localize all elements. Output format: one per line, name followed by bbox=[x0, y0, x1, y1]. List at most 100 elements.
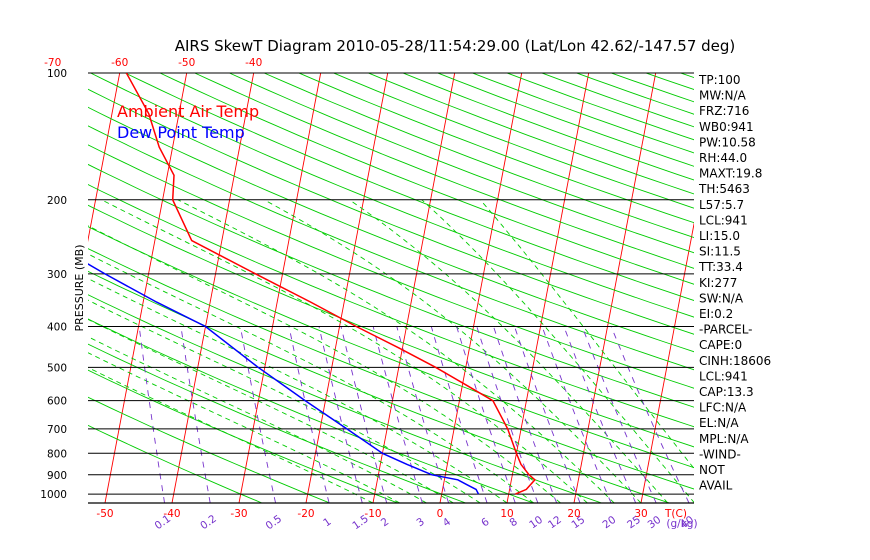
mixing-ratio-line bbox=[563, 326, 637, 503]
index-label: MPL:N/A bbox=[699, 432, 749, 446]
dry-adiabat-line bbox=[471, 73, 694, 154]
index-label: TP:100 bbox=[698, 73, 741, 87]
dry-adiabat-line bbox=[89, 73, 694, 318]
index-label: -PARCEL- bbox=[699, 323, 753, 337]
top-temp-tick-label: -70 bbox=[44, 57, 61, 69]
dry-adiabat-line bbox=[159, 73, 694, 285]
dry-adiabat-line bbox=[88, 226, 694, 469]
mixing-ratio-line bbox=[318, 326, 363, 503]
dry-adiabat-line bbox=[436, 73, 694, 167]
index-label: EL:N/A bbox=[699, 416, 739, 430]
mixing-ratio-line bbox=[581, 326, 657, 503]
pressure-tick-label: 600 bbox=[47, 396, 67, 408]
mixing-ratio-line bbox=[239, 326, 277, 503]
chart-title: AIRS SkewT Diagram 2010-05-28/11:54:29.0… bbox=[175, 37, 736, 55]
mixing-ratio-unit-label: (g/kg) bbox=[666, 518, 697, 530]
dry-adiabat-line bbox=[124, 73, 694, 301]
pressure-tick-label: 200 bbox=[47, 195, 67, 207]
bottom-temp-tick-label: -20 bbox=[297, 508, 314, 520]
dry-adiabat-line bbox=[88, 106, 694, 353]
dry-adiabat-line bbox=[88, 125, 694, 371]
pressure-tick-label: 300 bbox=[47, 269, 67, 281]
index-label: CAPE:0 bbox=[699, 338, 742, 352]
dry-adiabat-line bbox=[88, 204, 694, 448]
isotherm-line bbox=[775, 73, 857, 503]
index-label: LI:15.0 bbox=[699, 229, 740, 243]
mixing-ratio-line bbox=[541, 326, 612, 503]
moist-adiabat-line bbox=[177, 199, 615, 503]
mixing-ratio-tick-label: 6 bbox=[479, 516, 492, 530]
index-label: MW:N/A bbox=[699, 89, 747, 103]
isotherm-line bbox=[506, 73, 590, 503]
isotherm-line bbox=[88, 73, 121, 243]
dry-adiabat-line bbox=[88, 343, 466, 503]
dry-adiabat-line bbox=[505, 73, 694, 141]
index-label: CAP:13.3 bbox=[699, 385, 754, 399]
mixing-ratio-line bbox=[514, 326, 581, 503]
isotherm-line bbox=[0, 73, 53, 503]
bottom-temp-tick-label: -10 bbox=[364, 508, 381, 520]
moist-adiabat-line bbox=[349, 199, 669, 503]
moist-adiabat-line bbox=[263, 199, 642, 503]
dry-adiabat-line bbox=[228, 73, 694, 254]
isotherm-line bbox=[640, 221, 694, 503]
bottom-temp-tick-label: 10 bbox=[500, 508, 513, 520]
temp-unit-label: T(C) bbox=[664, 508, 687, 520]
mixing-ratio-tick-label: 0.2 bbox=[198, 513, 219, 532]
moist-adiabat-line bbox=[479, 199, 694, 470]
pressure-tick-label: 800 bbox=[47, 448, 67, 460]
dry-adiabat-line bbox=[88, 248, 694, 490]
legend-ambient-air-temp: Ambient Air Temp bbox=[117, 102, 259, 121]
dry-adiabat-line bbox=[401, 73, 694, 181]
dew-point-temp-line bbox=[88, 263, 480, 495]
moist-adiabat-line bbox=[88, 318, 454, 503]
moist-adiabat-line bbox=[101, 199, 588, 503]
isotherm-line bbox=[104, 73, 188, 503]
dry-adiabat-line bbox=[840, 69, 870, 504]
index-label: RH:44.0 bbox=[699, 151, 747, 165]
dry-adiabat-line bbox=[679, 73, 694, 79]
dry-adiabat-line bbox=[332, 73, 694, 209]
index-label: TT:33.4 bbox=[698, 260, 743, 274]
index-label: FRZ:716 bbox=[699, 104, 749, 118]
pressure-tick-label: 100 bbox=[47, 68, 67, 80]
dry-adiabat-line bbox=[88, 184, 694, 428]
mixing-ratio-tick-label: 30 bbox=[646, 514, 664, 532]
mixing-ratio-tick-label: 8 bbox=[507, 516, 519, 530]
legend-dew-point-temp: Dew Point Temp bbox=[117, 123, 245, 142]
dry-adiabat-line bbox=[88, 88, 694, 335]
mixing-ratio-line bbox=[138, 326, 165, 503]
index-label: NOT bbox=[699, 463, 725, 477]
sounding-profiles bbox=[88, 73, 536, 495]
index-label: TH:5463 bbox=[698, 182, 750, 196]
mixing-ratio-tick-label: 2 bbox=[379, 516, 391, 530]
index-label: L57:5.7 bbox=[699, 198, 744, 212]
dry-adiabat-line bbox=[367, 73, 694, 195]
dry-adiabat-line bbox=[88, 396, 330, 503]
bottom-temp-tick-label: 0 bbox=[437, 508, 444, 520]
isotherm-line bbox=[573, 73, 657, 503]
mixing-ratio-tick-label: 4 bbox=[441, 516, 454, 530]
mixing-ratio-tick-label: 3 bbox=[414, 516, 426, 530]
isotherm-line bbox=[439, 73, 523, 503]
moist-adiabat-line bbox=[88, 278, 508, 503]
index-label: WB0:941 bbox=[699, 120, 754, 134]
index-label: LFC:N/A bbox=[699, 401, 747, 415]
mixing-ratio-line bbox=[288, 326, 330, 503]
isobar-lines bbox=[88, 72, 694, 495]
bottom-temp-tick-label: -40 bbox=[163, 508, 180, 520]
moist-adiabat-line bbox=[88, 225, 561, 503]
dry-adiabat-line bbox=[297, 73, 694, 224]
pressure-tick-label: 700 bbox=[47, 424, 67, 436]
dry-adiabat-line bbox=[88, 424, 263, 503]
mixing-ratio-line bbox=[493, 326, 558, 503]
index-label: SW:N/A bbox=[699, 291, 744, 305]
bottom-temp-tick-label: 30 bbox=[634, 508, 647, 520]
dry-adiabat-line bbox=[737, 69, 870, 504]
index-label: -WIND- bbox=[699, 447, 741, 461]
dry-adiabat-line bbox=[263, 73, 694, 239]
mixing-ratio-line bbox=[476, 326, 539, 503]
mixing-ratio-line bbox=[610, 326, 690, 503]
